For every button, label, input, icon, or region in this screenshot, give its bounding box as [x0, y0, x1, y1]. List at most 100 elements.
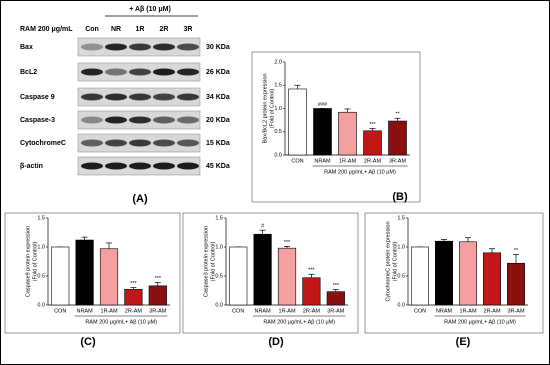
y-axis-label: CytochromeC protein expression	[385, 221, 391, 301]
y-axis-label: Caspase3 protein expression	[203, 226, 209, 297]
size-label: 26 KDa	[206, 69, 230, 76]
size-label: 15 KDa	[206, 140, 230, 147]
band	[153, 139, 175, 147]
band	[81, 93, 103, 101]
x-tick-label: 2R-AM	[364, 158, 382, 164]
band	[129, 116, 151, 124]
bar	[253, 233, 272, 306]
bar	[435, 240, 453, 306]
band	[129, 68, 151, 76]
significance: **	[395, 112, 400, 118]
x-tick-label: 1R-AM	[278, 308, 296, 314]
size-label: 30 KDa	[206, 44, 230, 51]
bar	[507, 262, 525, 306]
band	[105, 116, 127, 124]
panel-label: (C)	[80, 336, 96, 348]
y-tick-label: 0.5	[274, 129, 282, 135]
band	[129, 43, 151, 51]
bar	[124, 289, 143, 306]
ram-label: RAM 200 μg/mL	[20, 26, 73, 33]
y-axis-label: (Fold of Control)	[392, 241, 398, 281]
y-tick-label: 0.5	[37, 273, 45, 279]
band	[153, 68, 175, 76]
bar	[388, 120, 407, 156]
band	[81, 68, 103, 76]
x-tick-label: NRAM	[254, 308, 271, 314]
y-axis-label: (Fold of Control)	[210, 241, 216, 281]
y-tick-label: 1.5	[37, 215, 45, 221]
bar	[302, 277, 321, 306]
x-tick-label: 2R-AM	[125, 308, 143, 314]
band	[177, 162, 199, 170]
bar	[363, 130, 382, 156]
y-tick-label: 1.0	[215, 244, 223, 250]
lane-label: 2R	[160, 26, 169, 33]
x-tick-label: 1R-AM	[339, 158, 357, 164]
y-tick-label: 0.5	[397, 273, 405, 279]
band	[81, 162, 103, 170]
x-tick-label: 1R-AM	[459, 308, 477, 314]
x-tick-label: 2R-AM	[483, 308, 501, 314]
band	[129, 162, 151, 170]
y-tick-label: 0.0	[215, 302, 223, 308]
band	[153, 43, 175, 51]
protein-label: β-actin	[20, 163, 43, 170]
panel-frame	[4, 212, 181, 334]
significance: ***	[130, 281, 137, 287]
x-tick-label: CON	[414, 308, 426, 314]
x-tick-label: CON	[232, 308, 244, 314]
panel-frame	[364, 212, 544, 334]
panel-label: (A)	[132, 193, 148, 205]
y-tick-label: 1.5	[215, 215, 223, 221]
y-axis-label: Bax/BcL2 protein expression	[262, 73, 268, 143]
lane-label: NR	[111, 26, 121, 33]
band	[105, 93, 127, 101]
size-label: 34 KDa	[206, 94, 230, 101]
band	[153, 93, 175, 101]
lane-label: 3R	[184, 26, 193, 33]
bar	[411, 246, 429, 306]
significance: ***	[369, 122, 376, 128]
x-axis-label: RAM 200 μg/mL+ Aβ (10 μM)	[85, 319, 157, 325]
band	[177, 68, 199, 76]
y-tick-label: 2.0	[274, 59, 282, 65]
y-tick-label: 1.0	[274, 106, 282, 112]
x-axis-label: RAM 200 μg/mL+ Aβ (10 μM)	[444, 319, 516, 325]
bar	[75, 239, 94, 306]
y-tick-label: 1.0	[397, 244, 405, 250]
band	[177, 43, 199, 51]
bar	[148, 285, 167, 306]
panel-label: (B)	[392, 191, 408, 203]
y-tick-label: 0.0	[274, 152, 282, 158]
y-tick-label: 0.0	[397, 302, 405, 308]
significance: ***	[155, 276, 162, 282]
bar	[313, 108, 332, 156]
significance: ***	[284, 240, 291, 246]
band	[153, 116, 175, 124]
band	[105, 43, 127, 51]
y-axis-label: Caspase9 protein expression	[25, 226, 31, 297]
protein-label: Caspase-3	[20, 117, 55, 124]
panel-label: (E)	[456, 336, 471, 348]
x-tick-label: NRAM	[76, 308, 93, 314]
band	[105, 139, 127, 147]
significance: ***	[308, 268, 315, 274]
bar	[459, 241, 477, 306]
band	[81, 43, 103, 51]
x-axis-label: RAM 200 μg/mL+ Aβ (10 μM)	[324, 169, 396, 175]
y-tick-label: 1.5	[397, 215, 405, 221]
lane-label: 1R	[136, 26, 145, 33]
band	[105, 162, 127, 170]
y-axis-label: (Fold of Control)	[269, 88, 275, 128]
bar	[288, 88, 307, 156]
band	[129, 139, 151, 147]
x-tick-label: 3R-AM	[507, 308, 525, 314]
panel-frame	[251, 51, 421, 203]
bar	[51, 246, 70, 306]
y-tick-label: 1.0	[37, 244, 45, 250]
x-axis-label: RAM 200 μg/mL+ Aβ (10 μM)	[263, 319, 335, 325]
x-tick-label: 3R-AM	[327, 308, 345, 314]
y-tick-label: 0.5	[215, 273, 223, 279]
band	[105, 68, 127, 76]
